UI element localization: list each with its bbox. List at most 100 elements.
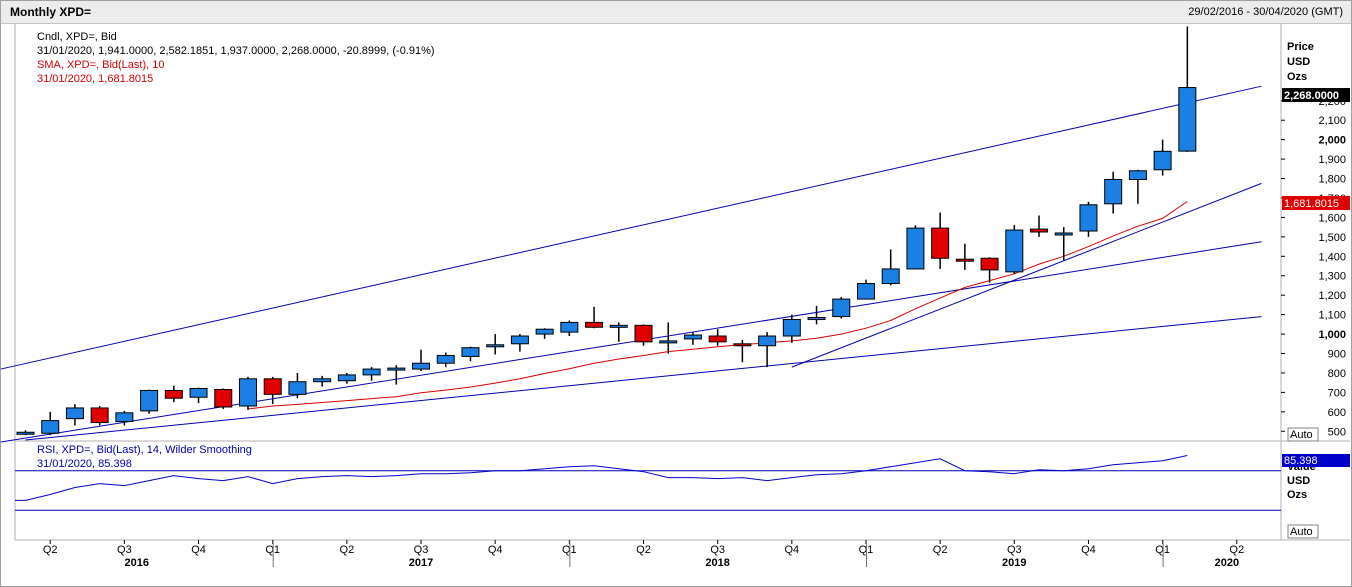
candle-body [683,334,702,340]
candle-body [906,227,925,270]
last-price-tag: 2,268.0000 [1284,90,1339,102]
price-header-3: Ozs [1287,71,1307,83]
price-tick-label: 1,500 [1318,232,1346,244]
price-tick-label: 1,400 [1318,251,1346,263]
date-range: 29/02/2016 - 30/04/2020 (GMT) [1188,6,1343,18]
rsi-line [15,455,1188,501]
candle-body [412,362,431,370]
trendline [791,182,1262,368]
quarter-label: Q2 [933,544,948,556]
candle-body [263,378,282,395]
candle-body [931,227,950,259]
candle-body [313,378,332,383]
candle-body [41,420,60,434]
candle-body [65,407,84,420]
candle-body [535,328,554,335]
candle-body [560,321,579,333]
candle-body [1153,150,1172,171]
price-tick-label: 600 [1328,407,1346,419]
candle-body [1030,228,1049,233]
sma-line [247,201,1188,410]
price-tick-label: 1,200 [1318,290,1346,302]
candle-body [782,318,801,337]
legend-candle-title: Cndl, XPD=, Bid [37,31,117,43]
candle-body [832,298,851,318]
quarter-label: Q2 [636,544,651,556]
quarter-label: Q3 [1007,544,1022,556]
price-tick-label: 1,300 [1318,271,1346,283]
candle-body [461,347,480,357]
price-auto-button[interactable] [1287,427,1319,442]
candle-body [510,335,529,345]
year-label: 2016 [124,557,148,569]
candle-body [1104,179,1123,205]
price-tick-label: 900 [1328,349,1346,361]
quarter-label: Q3 [414,544,429,556]
trendlines [0,85,1262,443]
quarter-label: Q4 [1081,544,1096,556]
candle-body [856,283,875,300]
chart-title: Monthly XPD= [10,5,92,19]
time-axis: Q2Q3Q4Q1Q2Q3Q4Q1Q2Q3Q4Q1Q2Q3Q4Q1Q2201620… [43,540,1244,569]
quarter-label: Q4 [488,544,503,556]
candle-body [758,335,777,347]
price-header-1: Price [1287,41,1314,53]
quarter-label: Q2 [43,544,58,556]
candle-body [140,389,159,412]
rsi-tag-bg [1282,454,1350,467]
candle-body [980,257,999,271]
trendline [0,85,1262,370]
trendline [0,241,1262,443]
candle-body [1054,232,1073,236]
candle-body [659,340,678,344]
price-auto-label: Auto [1290,429,1313,441]
quarter-label: Q4 [191,544,206,556]
candle-body [1178,87,1197,152]
sma-path [247,201,1188,410]
candle-body [486,344,505,348]
candle-body [238,378,257,407]
price-tick-label: 1,100 [1318,310,1346,322]
candle-body [708,335,727,343]
candle-body [609,324,628,328]
price-tick-label: 2,000 [1318,135,1346,147]
rsi-auto-label: Auto [1290,526,1313,538]
year-label: 2018 [705,557,729,569]
candle-body [881,268,900,285]
candle-body [436,354,455,364]
price-tick-label: 1,800 [1318,174,1346,186]
last-price-tag-bg [1282,88,1350,102]
price-tick-label: 2,100 [1318,115,1346,127]
quarter-label: Q4 [784,544,799,556]
candle-body [1079,204,1098,232]
price-tick-label: 1,000 [1318,329,1346,341]
candle-body [362,368,381,376]
sma-tag: 1,681.8015 [1284,198,1339,210]
year-label: 2017 [409,557,433,569]
candle-body [585,321,604,328]
quarter-label: Q2 [1229,544,1244,556]
rsi-tag: 85.398 [1284,455,1318,467]
price-tick-label: 800 [1328,368,1346,380]
candle-body [1005,229,1024,273]
rsi-header-2: USD [1287,475,1310,487]
price-tick-label: 1,600 [1318,212,1346,224]
candle-body [337,374,356,382]
year-label: 2019 [1002,557,1026,569]
rsi-panel [15,455,1281,511]
candle-body [16,431,35,435]
candle-body [189,388,208,398]
quarter-label: Q3 [117,544,132,556]
year-label: 2020 [1215,557,1239,569]
candle-body [115,412,134,423]
rsi-header-3: Ozs [1287,489,1307,501]
candle-body [387,367,406,371]
price-header-2: USD [1287,56,1310,68]
legend-sma-values: 31/01/2020, 1,681.8015 [37,73,153,85]
price-tick-label: 500 [1328,426,1346,438]
quarter-label: Q3 [710,544,725,556]
rsi-auto-button[interactable] [1287,524,1319,539]
legend-rsi-title: RSI, XPD=, Bid(Last), 14, Wilder Smoothi… [37,444,252,456]
